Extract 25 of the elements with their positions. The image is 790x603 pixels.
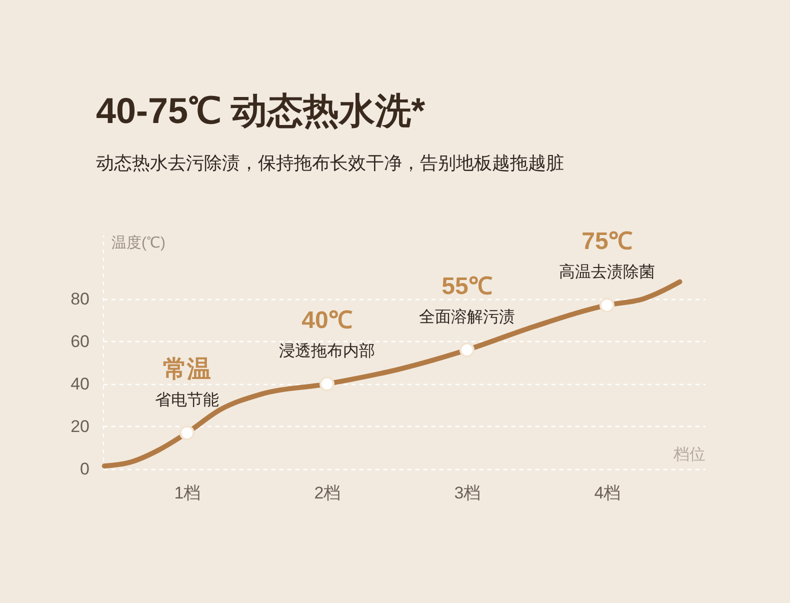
y-tick-label: 20: [70, 416, 90, 436]
annotation: 常温: [163, 356, 211, 383]
point: [319, 376, 335, 392]
x-axis-title: 档位: [672, 446, 706, 464]
annotation: 浸透拖布内部: [279, 342, 375, 360]
chart-title: 40-75℃ 动态热水洗*: [96, 90, 426, 132]
x-tick-label: 4档: [594, 484, 621, 502]
y-tick-label: 0: [80, 460, 90, 478]
annotation: 75℃: [582, 228, 632, 256]
point: [459, 342, 475, 358]
x-tick-label: 1档: [174, 484, 201, 502]
point: [179, 425, 195, 440]
y-tick-label: 60: [70, 332, 90, 351]
annotation: 高温去渍除菌: [559, 263, 655, 282]
y-axis-title: 温度(℃): [112, 234, 166, 252]
point: [599, 298, 615, 313]
x-tick-label: 3档: [454, 484, 481, 502]
y-tick-label: 80: [70, 289, 90, 308]
annotation: 全面溶解污渍: [419, 308, 515, 326]
annotation: 40℃: [302, 306, 352, 334]
chart-subtitle: 动态热水去污除渍，保持拖布长效干净，告别地板越拖越脏: [96, 153, 564, 174]
annotation: 省电节能: [155, 390, 219, 409]
annotation: 55℃: [442, 272, 492, 300]
x-tick-label: 2档: [314, 484, 341, 502]
y-tick-label: 40: [70, 374, 90, 394]
